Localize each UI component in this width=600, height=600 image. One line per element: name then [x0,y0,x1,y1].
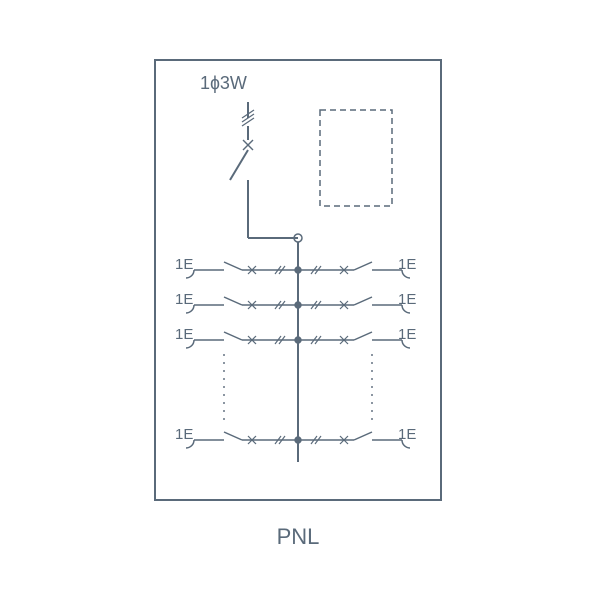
diagram-container: PNL 1ɸ3W 1E 1E 1E 1E 1E 1E 1E 1E [0,0,600,600]
panel-title: PNL [268,524,328,550]
branch-label-right: 1E [398,426,416,443]
branch-label-left: 1E [175,426,193,443]
branch-label-left: 1E [175,326,193,343]
branch-label-left: 1E [175,256,193,273]
branch-label-left: 1E [175,291,193,308]
schematic-svg [0,0,600,600]
branch-label-right: 1E [398,326,416,343]
main-phase-label: 1ɸ3W [200,73,247,94]
branch-label-right: 1E [398,291,416,308]
branch-label-right: 1E [398,256,416,273]
